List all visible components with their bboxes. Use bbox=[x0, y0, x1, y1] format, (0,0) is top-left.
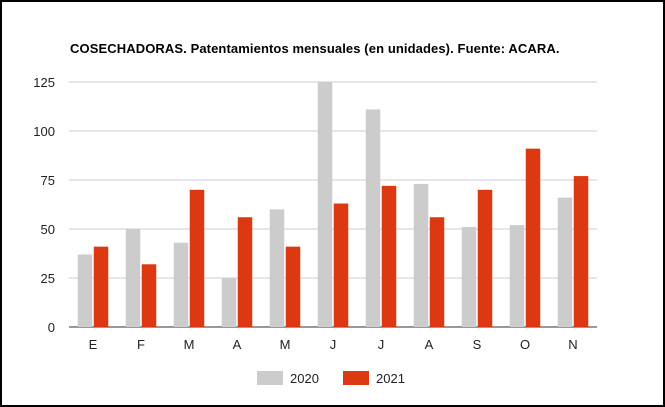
y-tick-label: 0 bbox=[48, 320, 55, 335]
bar-2020-9 bbox=[509, 225, 525, 327]
y-tick-label: 75 bbox=[41, 173, 55, 188]
legend-swatch-2021 bbox=[343, 371, 369, 385]
x-tick-label: O bbox=[520, 337, 530, 352]
bar-2021-4 bbox=[285, 246, 301, 327]
bar-2021-2 bbox=[189, 189, 205, 327]
bar-2020-3 bbox=[221, 278, 237, 327]
bar-2020-0 bbox=[77, 254, 93, 327]
bar-2021-1 bbox=[141, 264, 157, 327]
bar-2020-4 bbox=[269, 209, 285, 327]
x-tick-label: M bbox=[280, 337, 291, 352]
bar-2021-7 bbox=[429, 217, 445, 327]
legend-label: 2021 bbox=[376, 371, 405, 386]
bar-2020-8 bbox=[461, 227, 477, 327]
x-tick-label: N bbox=[568, 337, 577, 352]
y-tick-label: 50 bbox=[41, 222, 55, 237]
x-tick-label: M bbox=[184, 337, 195, 352]
bar-2021-10 bbox=[573, 176, 589, 327]
x-tick-label: F bbox=[137, 337, 145, 352]
x-tick-label: A bbox=[233, 337, 242, 352]
x-tick-label: S bbox=[473, 337, 482, 352]
x-tick-label: A bbox=[425, 337, 434, 352]
x-tick-label: E bbox=[89, 337, 98, 352]
bars bbox=[77, 82, 589, 327]
bar-2021-8 bbox=[477, 189, 493, 327]
bar-2020-6 bbox=[365, 109, 381, 327]
x-tick-label: J bbox=[330, 337, 337, 352]
legend-label: 2020 bbox=[290, 371, 319, 386]
gridlines bbox=[69, 81, 597, 328]
bar-2021-9 bbox=[525, 148, 541, 327]
legend[interactable]: 2020 2021 bbox=[257, 371, 405, 386]
y-tick-label: 25 bbox=[41, 271, 55, 286]
bar-2021-6 bbox=[381, 185, 397, 327]
y-axis-ticks: 0 25 50 75 100 125 bbox=[33, 75, 55, 335]
bar-2021-0 bbox=[93, 246, 109, 327]
legend-swatch-2020 bbox=[257, 371, 283, 385]
chart-title: COSECHADORAS. Patentamientos mensuales (… bbox=[70, 41, 560, 56]
bar-2020-10 bbox=[557, 197, 573, 327]
bar-2021-5 bbox=[333, 203, 349, 327]
bar-2020-7 bbox=[413, 183, 429, 327]
x-tick-label: J bbox=[378, 337, 385, 352]
bar-2020-2 bbox=[173, 242, 189, 327]
y-tick-label: 100 bbox=[33, 124, 55, 139]
bar-2020-5 bbox=[317, 82, 333, 327]
y-tick-label: 125 bbox=[33, 75, 55, 90]
bar-2021-3 bbox=[237, 217, 253, 327]
bar-2020-1 bbox=[125, 229, 141, 327]
